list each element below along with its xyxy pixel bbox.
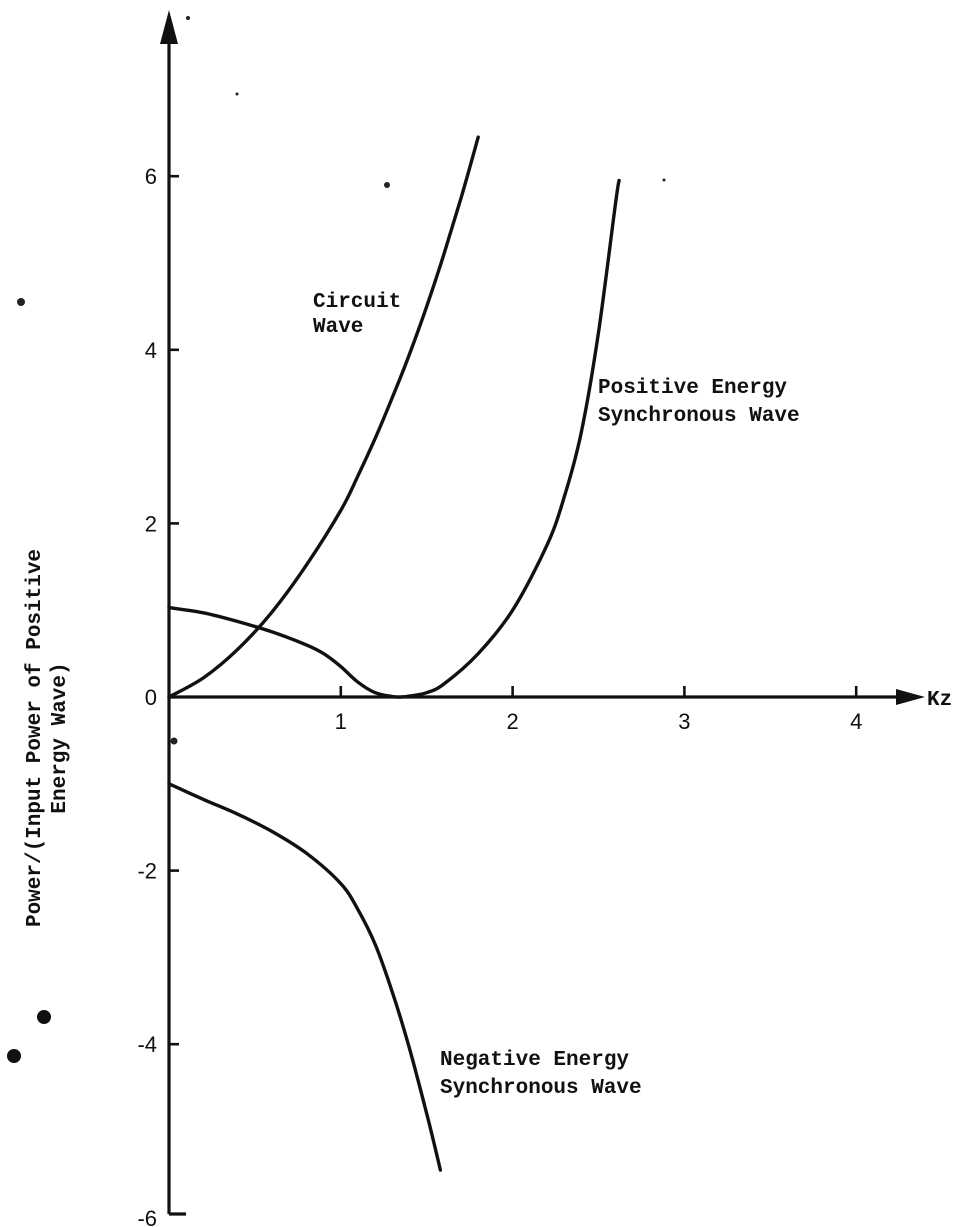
annotation-circuit-wave: Circuit Wave [313, 291, 401, 339]
annotation-positive-line-1: Positive Energy [598, 377, 787, 400]
y-tick-label: -4 [137, 1032, 157, 1057]
y-axis-title-line-2: Energy Wave) [49, 662, 72, 813]
x-axis-arrowhead [896, 689, 925, 705]
curve-circuit-wave [167, 135, 480, 699]
data-curves [167, 135, 621, 1172]
annotation-negative-line-1: Negative Energy [440, 1049, 629, 1072]
x-tick-label: 3 [678, 709, 690, 734]
annotation-circuit-line-2: Wave [313, 316, 363, 339]
axis-ticks: 6 4 2 0 -2 -4 -6 1 2 3 4 [137, 164, 862, 1227]
y-tick-label: 0 [145, 685, 157, 710]
annotation-positive-energy: Positive Energy Synchronous Wave [598, 377, 800, 428]
y-tick-label: 4 [145, 338, 157, 363]
scan-speck [37, 1010, 51, 1024]
scan-speck [384, 182, 390, 188]
scan-speck [170, 737, 178, 745]
y-tick-label: 2 [145, 511, 157, 536]
scan-speck [235, 92, 239, 96]
scan-speck [186, 16, 190, 20]
scan-speck [662, 178, 666, 182]
y-tick-label: -6 [137, 1206, 157, 1227]
y-axis-title-line-1: Power/(Input Power of Positive [24, 549, 47, 927]
annotation-circuit-line-1: Circuit [313, 291, 401, 314]
curve-negative-wave [167, 782, 443, 1172]
y-axis-title: Power/(Input Power of Positive Energy Wa… [24, 549, 72, 927]
annotation-negative-energy: Negative Energy Synchronous Wave [440, 1049, 642, 1100]
x-tick-label: 2 [506, 709, 518, 734]
scan-speck [7, 1049, 21, 1063]
scan-speck [17, 298, 25, 306]
y-tick-label: -2 [137, 859, 157, 884]
annotation-positive-line-2: Synchronous Wave [598, 405, 800, 428]
x-tick-label: 4 [850, 709, 862, 734]
x-tick-label: 1 [335, 709, 347, 734]
y-tick-label: 6 [145, 164, 157, 189]
curve-positive-wave [167, 178, 621, 699]
y-axis-arrowhead [160, 10, 178, 44]
x-axis-title: Kz [927, 689, 952, 712]
annotation-negative-line-2: Synchronous Wave [440, 1077, 642, 1100]
